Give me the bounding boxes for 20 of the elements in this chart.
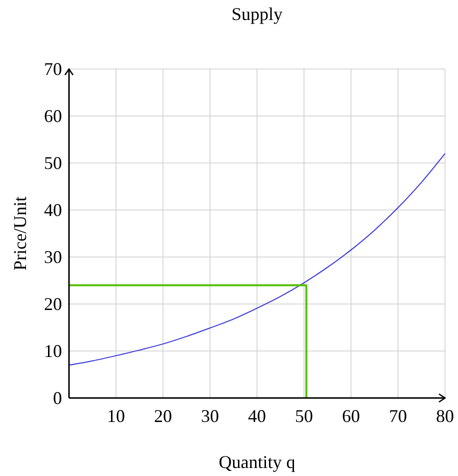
x-axis-title: Quantity q bbox=[218, 452, 296, 472]
x-tick-label: 80 bbox=[436, 406, 454, 426]
y-tick-label: 20 bbox=[44, 294, 62, 314]
x-tick-label: 30 bbox=[201, 406, 219, 426]
x-tick-label: 70 bbox=[389, 406, 407, 426]
x-tick-label: 40 bbox=[248, 406, 266, 426]
y-tick-label: 60 bbox=[44, 106, 62, 126]
y-tick-label: 10 bbox=[44, 341, 62, 361]
x-tick-label: 20 bbox=[154, 406, 172, 426]
line-series bbox=[68, 153, 446, 366]
y-tick-label: 70 bbox=[44, 59, 62, 79]
chart-title: Supply bbox=[231, 4, 283, 24]
y-tick-label: 40 bbox=[44, 200, 62, 220]
x-tick-label: 50 bbox=[295, 406, 313, 426]
x-tick-label: 60 bbox=[342, 406, 360, 426]
y-tick-label: 0 bbox=[53, 388, 62, 408]
y-axis-title: Price/Unit bbox=[10, 196, 30, 270]
y-tick-label: 30 bbox=[44, 247, 62, 267]
x-tick-label: 10 bbox=[107, 406, 125, 426]
y-tick-label: 50 bbox=[44, 153, 62, 173]
